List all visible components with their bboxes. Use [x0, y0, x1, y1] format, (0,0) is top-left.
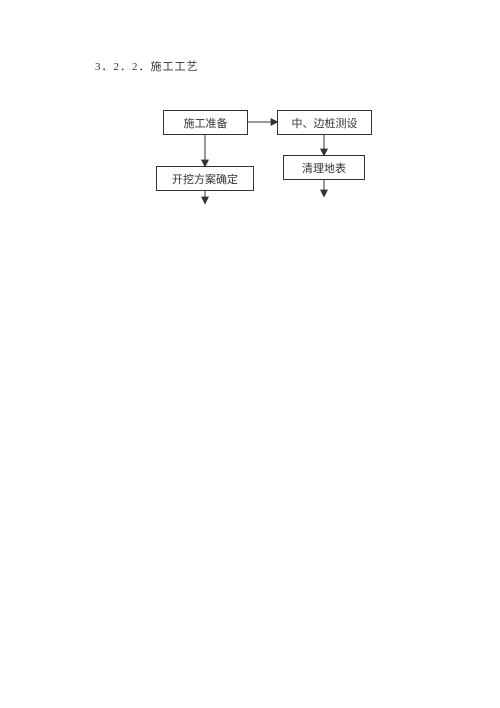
flowchart-edges-layer [0, 0, 500, 708]
page: 3．2．2．施工工艺 施工准备 中、边桩测设开挖方案确定 清理地表 [0, 0, 500, 708]
flow-node-n3: 开挖方案确定 [156, 166, 254, 191]
section-heading: 3．2．2．施工工艺 [95, 58, 199, 74]
flow-node-n2: 中、边桩测设 [277, 110, 372, 135]
flow-node-n1: 施工准备 [163, 110, 248, 135]
flow-node-n4: 清理地表 [283, 155, 365, 180]
